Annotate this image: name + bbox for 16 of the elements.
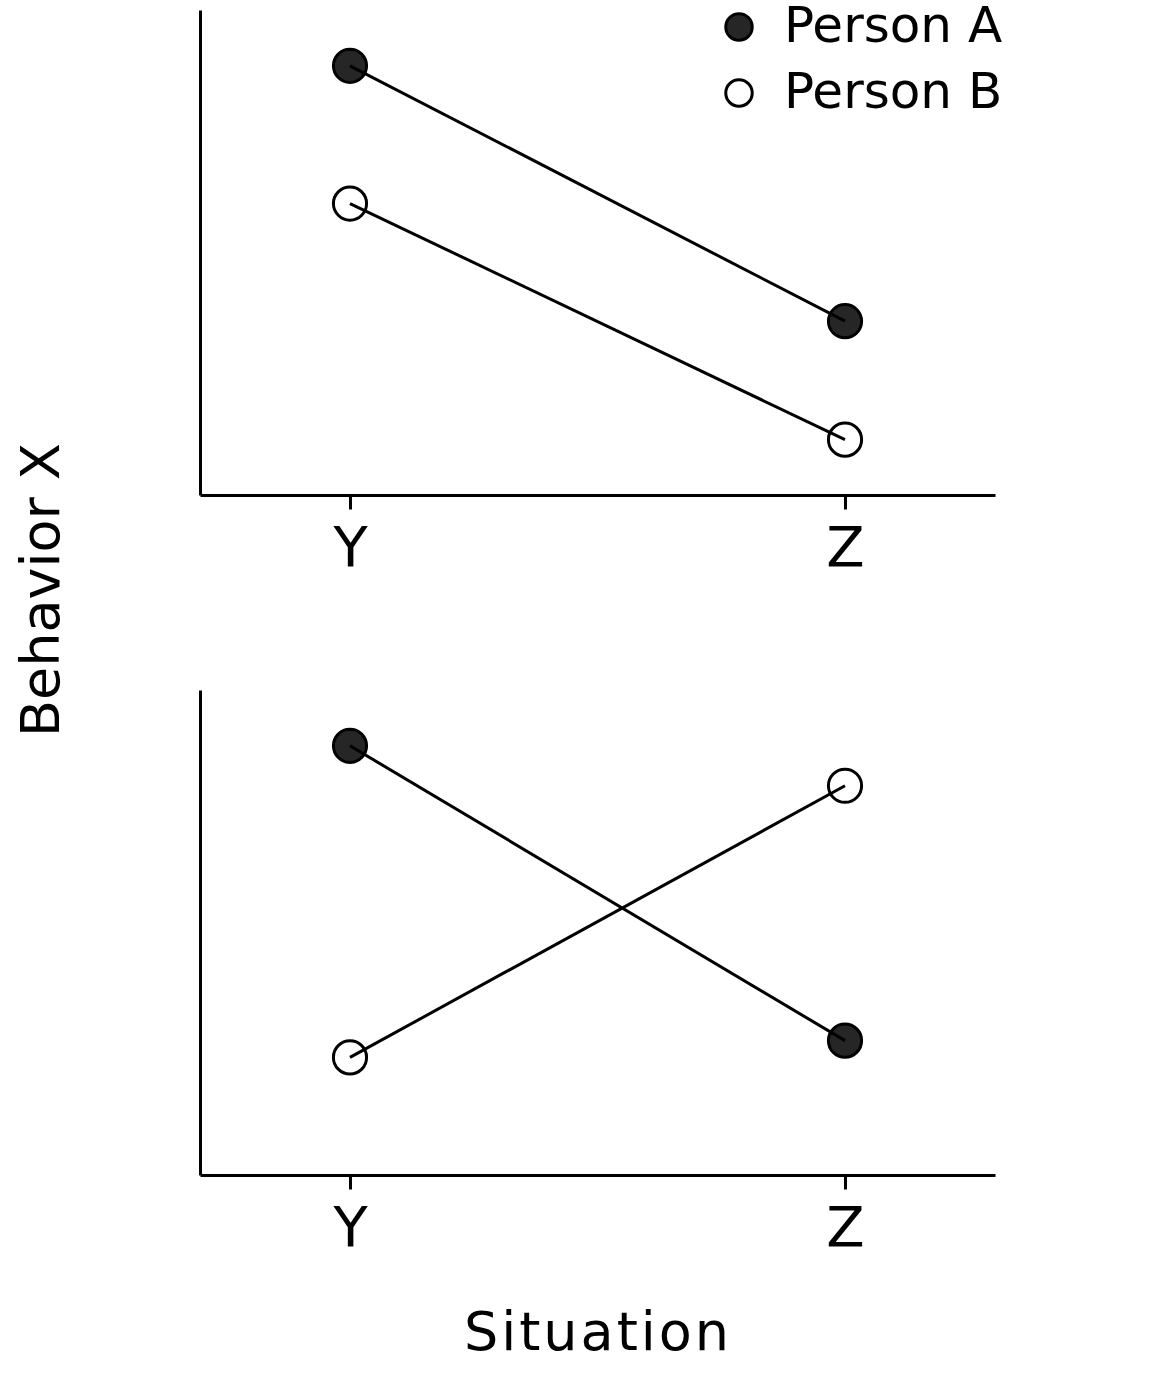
point <box>331 1039 369 1076</box>
point <box>826 303 864 340</box>
point <box>826 767 864 804</box>
point <box>826 421 864 458</box>
x-tick-label: Y <box>332 513 369 579</box>
y-axis-title: Behavior X <box>8 443 72 737</box>
x-tick-label: Z <box>826 513 865 579</box>
point <box>331 185 369 222</box>
x-axis-title: Situation <box>463 1300 733 1363</box>
point <box>331 47 369 84</box>
x-tick-label: Y <box>332 1193 369 1259</box>
point <box>331 727 369 764</box>
legend-label: Person A <box>784 0 1003 54</box>
point <box>826 1022 864 1059</box>
x-tick-label: Z <box>826 1193 865 1259</box>
legend-label: Person B <box>784 62 1003 120</box>
